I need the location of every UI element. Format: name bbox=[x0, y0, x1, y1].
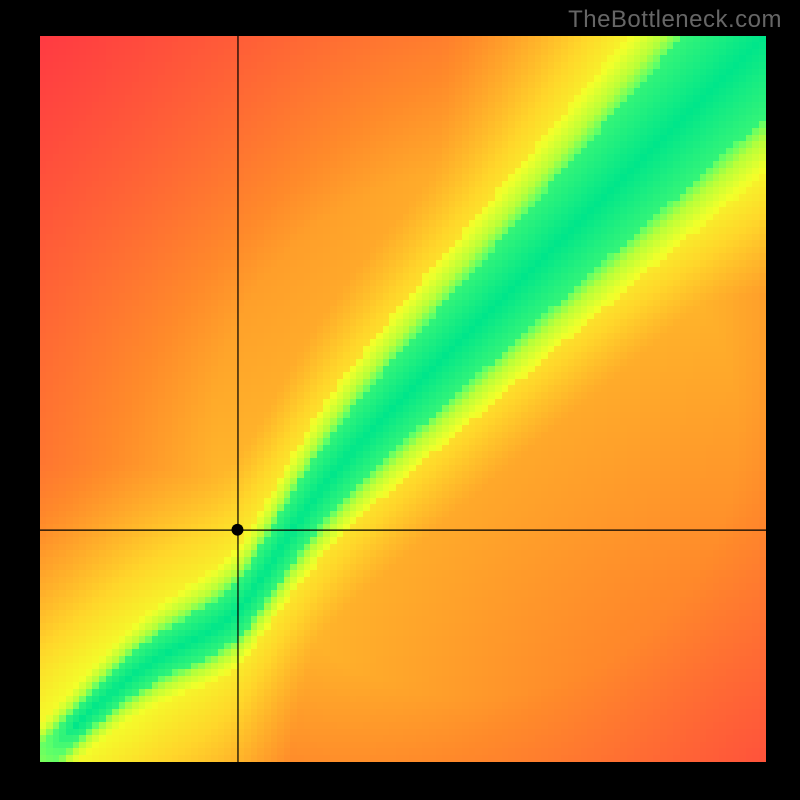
bottleneck-heatmap bbox=[40, 36, 766, 762]
watermark-text: TheBottleneck.com bbox=[568, 6, 782, 34]
chart-container: TheBottleneck.com bbox=[0, 0, 800, 800]
